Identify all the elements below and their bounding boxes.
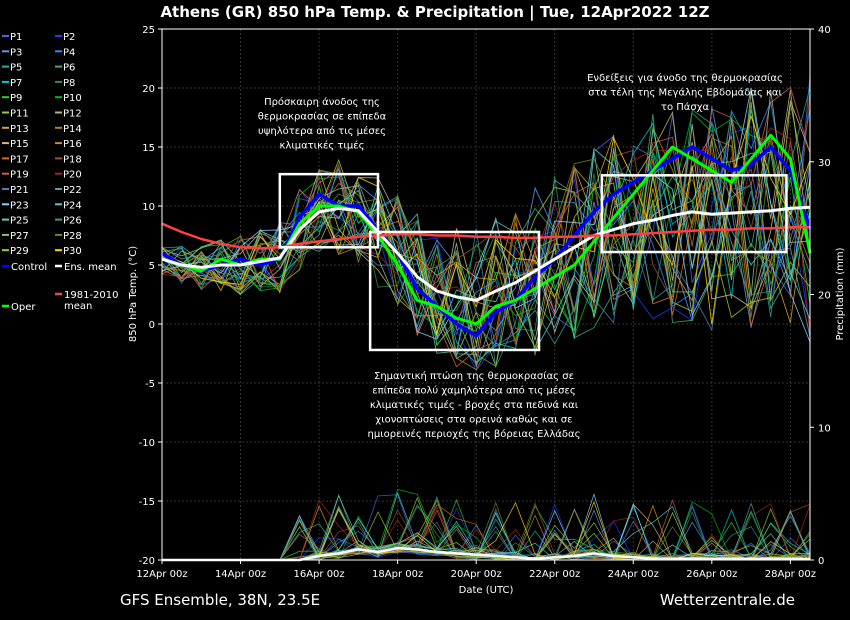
x-tick-label: 24Apr 00z — [608, 569, 659, 580]
y-ticks-left: 25 20 15 10 5 0 -5 -10 -15 -20 — [139, 25, 162, 567]
member-line-p25 — [161, 129, 811, 354]
legend-label: Oper — [11, 302, 36, 313]
annotation-a3: Ενδείξεις για άνοδο της θερμοκρασίας στα … — [587, 72, 783, 113]
y-axis-label-right: Precipitation (mm) — [835, 247, 846, 340]
x-tick-label: 20Apr 00z — [451, 569, 502, 580]
y-tick-label-right: 0 — [818, 556, 824, 567]
legend-label: P28 — [63, 231, 82, 242]
x-tick-label: 22Apr 00z — [529, 569, 580, 580]
legend-label: P29 — [10, 246, 29, 257]
x-tick-label: 28Apr 00z — [765, 569, 816, 580]
precip-line-p30 — [162, 500, 811, 561]
legend-label: P22 — [63, 185, 82, 196]
member-line-p21 — [161, 145, 811, 369]
footer-left: GFS Ensemble, 38N, 23.5E — [120, 591, 320, 609]
x-tick-label: 14Apr 00z — [215, 569, 266, 580]
highlight-box-2 — [368, 230, 541, 352]
series-line-control — [161, 145, 812, 338]
legend-label: P4 — [63, 47, 75, 58]
legend-label: P10 — [63, 93, 82, 104]
chart-title: Athens (GR) 850 hPa Temp. & Precipitatio… — [160, 3, 709, 22]
legend-label: P1 — [10, 32, 22, 43]
annotation-a2: Σημαντική πτώση της θερμοκρασίας σε επίπε… — [368, 370, 581, 440]
member-line-p18 — [161, 91, 811, 319]
x-tick-label: 18Apr 00z — [372, 569, 423, 580]
series-line-1981-2010-mean — [161, 222, 810, 250]
legend-label: P19 — [10, 170, 29, 181]
series-line-ens-mean — [161, 205, 811, 302]
legend-label: P23 — [10, 200, 29, 211]
y-tick-label: 10 — [142, 202, 155, 213]
y-ticks-right: 40 30 20 10 0 — [810, 25, 831, 567]
y-tick-label-right: 10 — [818, 423, 831, 434]
y-tick-label: 15 — [142, 143, 155, 154]
x-axis-label: Date (UTC) — [459, 585, 514, 596]
y-tick-label: 25 — [142, 25, 155, 36]
y-tick-label: -15 — [139, 497, 155, 508]
highlight-box-3 — [600, 174, 788, 254]
x-tick-label: 26Apr 00z — [686, 569, 737, 580]
precip-lines — [162, 488, 811, 562]
legend: P1 P2 P3 P4 P5 P6 P7 P8 P9 P10 P11 P12 P13 P14 P15 P16 P… — [2, 32, 119, 313]
legend-label: P26 — [63, 216, 82, 227]
legend-label: P20 — [63, 170, 82, 181]
y-tick-label: -20 — [139, 556, 155, 567]
member-line-p14 — [161, 126, 811, 371]
y-tick-label: -5 — [145, 379, 155, 390]
legend-label: P17 — [10, 154, 29, 165]
legend-label: P21 — [10, 185, 29, 196]
legend-label: P5 — [10, 63, 22, 74]
legend-label: P25 — [10, 216, 29, 227]
y-tick-label-right: 20 — [818, 291, 831, 302]
y-tick-label-right: 40 — [818, 25, 831, 36]
legend-label: P12 — [63, 109, 82, 120]
highlight-box-1 — [278, 172, 380, 249]
legend-label: P9 — [10, 93, 22, 104]
member-line-p2 — [161, 125, 811, 372]
y-tick-label: 20 — [142, 84, 155, 95]
y-tick-label: 5 — [149, 261, 155, 272]
footer-right: Wetterzentrale.de — [660, 591, 795, 609]
legend-label: P6 — [63, 63, 75, 74]
legend-label: P30 — [63, 246, 82, 257]
member-line-p15 — [161, 99, 811, 338]
legend-label: P18 — [63, 154, 82, 165]
member-line-p28 — [161, 146, 811, 332]
x-tick-label: 16Apr 00z — [293, 569, 344, 580]
member-line-p23 — [161, 87, 811, 343]
legend-label: P14 — [63, 124, 82, 135]
legend-label: P16 — [63, 139, 82, 150]
legend-label: Ens. mean — [64, 262, 117, 273]
series-lines — [161, 133, 812, 338]
legend-label: P24 — [63, 200, 82, 211]
member-line-p6 — [161, 113, 811, 368]
member-line-p29 — [161, 103, 811, 349]
x-ticks: 12Apr 00z 14Apr 00z 16Apr 00z 18Apr 00z 20Ap… — [136, 560, 816, 580]
annotation-a1: Πρόσκαιρη άνοδος της θερμοκρασίας σε επίπ… — [258, 96, 387, 152]
legend-label: 1981-2010 mean — [64, 290, 119, 312]
legend-label: P11 — [10, 109, 29, 120]
y-tick-label-right: 30 — [818, 158, 831, 169]
annotations: Πρόσκαιρη άνοδος της θερμοκρασίας σε επίπ… — [258, 72, 783, 440]
legend-label: P13 — [10, 124, 29, 135]
highlight-boxes — [278, 172, 788, 352]
y-tick-label: 0 — [149, 320, 155, 331]
legend-label: P3 — [10, 47, 22, 58]
legend-label: P27 — [10, 231, 29, 242]
precip-line-p13 — [162, 498, 811, 561]
y-tick-label: -10 — [139, 438, 155, 449]
x-tick-label: 12Apr 00z — [136, 569, 187, 580]
y-axis-label-left: 850 hPa Temp. (°C) — [128, 246, 139, 342]
legend-label: Control — [11, 262, 47, 273]
legend-label: P15 — [10, 139, 29, 150]
legend-label: P2 — [63, 32, 75, 43]
legend-label: P7 — [10, 78, 22, 89]
legend-label: P8 — [63, 78, 75, 89]
